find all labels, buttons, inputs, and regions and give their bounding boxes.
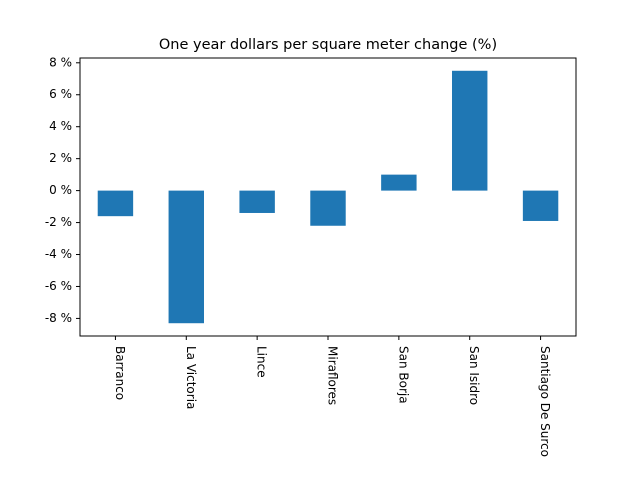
x-tick-label: Lince — [255, 346, 269, 378]
x-tick-label: La Victoria — [184, 346, 198, 409]
y-tick-label: -2 % — [45, 215, 72, 229]
y-tick-label: -6 % — [45, 279, 72, 293]
bar-santiago-de-surco — [522, 190, 559, 221]
y-tick-label: 4 % — [49, 119, 72, 133]
y-tick-label: 8 % — [49, 55, 72, 69]
x-tick-label: Barranco — [113, 346, 127, 400]
bar-la-victoria — [168, 190, 204, 324]
y-tick-label: 2 % — [49, 151, 72, 165]
bar-san-borja — [381, 174, 417, 191]
x-tick-label: Miraflores — [326, 346, 340, 405]
y-axis: 8 % 6 % 4 % 2 % 0 % -2 % -4 % -6 % -8 % — [45, 55, 80, 325]
chart-title: One year dollars per square meter change… — [159, 37, 497, 53]
x-tick-label: Santiago De Surco — [538, 346, 552, 457]
bars-group — [97, 70, 559, 324]
y-tick-label: 0 % — [49, 183, 72, 197]
x-tick-label: San Borja — [396, 346, 410, 404]
bar-lince — [239, 190, 275, 213]
bar-barranco — [97, 190, 134, 217]
plot-frame — [79, 57, 577, 337]
bar-san-isidro — [452, 70, 488, 191]
x-axis: Barranco La Victoria Lince Miraflores San Bo… — [113, 336, 552, 457]
y-tick-label: -8 % — [45, 311, 72, 325]
y-tick-label: 6 % — [49, 87, 72, 101]
x-tick-label: San Isidro — [467, 346, 481, 405]
bar-miraflores — [310, 190, 346, 226]
y-tick-label: -4 % — [45, 247, 72, 261]
